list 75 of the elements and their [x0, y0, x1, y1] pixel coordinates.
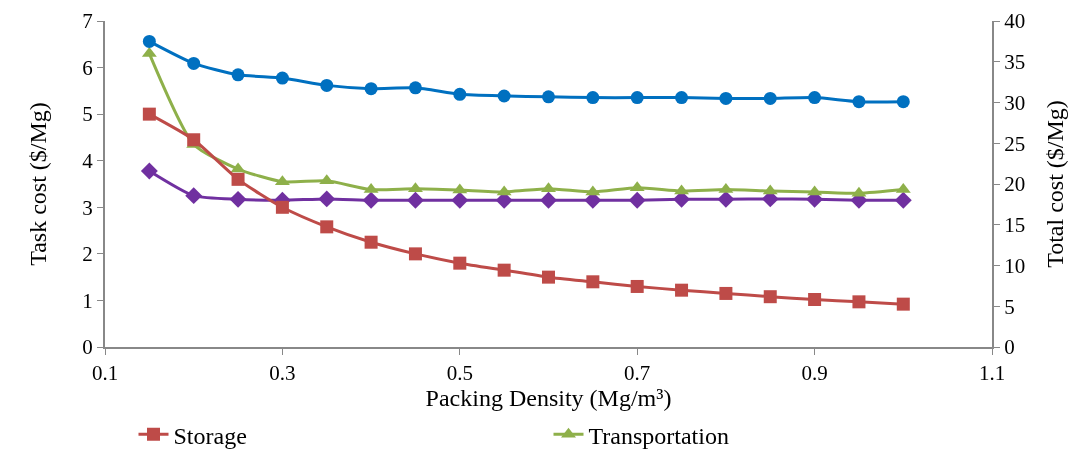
y2-tick-label: 40 [1004, 9, 1026, 34]
y-tick-label: 7 [82, 9, 93, 34]
point [140, 162, 158, 180]
point [852, 295, 866, 309]
legend-label: Storage [173, 422, 247, 449]
point [852, 95, 866, 109]
y-tick-label: 5 [82, 102, 93, 127]
y2-tick-label: 5 [1004, 294, 1015, 319]
y-tick-label: 1 [82, 288, 93, 313]
point [231, 68, 245, 82]
point [540, 191, 557, 209]
point [364, 235, 378, 249]
point [231, 172, 245, 186]
point [185, 187, 203, 205]
point [808, 91, 822, 105]
point [628, 191, 646, 209]
point [453, 256, 467, 270]
point [275, 200, 289, 214]
y-tick-label: 3 [82, 195, 93, 220]
y2-tick-label: 35 [1004, 50, 1026, 75]
y2-tick-label: 30 [1004, 90, 1026, 115]
y2-tick-label: 15 [1004, 213, 1026, 238]
point [675, 91, 689, 105]
x-tick-label: 0.7 [624, 361, 651, 386]
point [318, 190, 336, 208]
y-tick-label: 2 [82, 242, 93, 267]
point [763, 290, 777, 304]
point [275, 71, 289, 85]
point [719, 91, 733, 105]
x-tick-label: 0.1 [91, 361, 119, 386]
point [187, 56, 201, 70]
y2-tick-label: 0 [1004, 335, 1015, 360]
y2-tick-label: 20 [1004, 172, 1026, 197]
point [542, 270, 555, 284]
x-tick-label: 0.3 [269, 361, 296, 386]
point [763, 91, 777, 105]
y2-tick-label: 10 [1004, 253, 1026, 278]
y-tick-label: 4 [82, 149, 94, 174]
point [451, 191, 469, 209]
point [896, 297, 910, 311]
point [408, 247, 422, 261]
y2-axis-title: Total cost ($/Mg) [1042, 100, 1068, 268]
point [320, 78, 334, 92]
point [320, 220, 334, 234]
point [719, 286, 733, 300]
point [142, 107, 156, 121]
x-tick-label: 1.1 [978, 361, 1006, 386]
point [630, 91, 644, 105]
point [453, 87, 467, 101]
x-tick-label: 0.5 [446, 361, 473, 386]
point [408, 81, 422, 95]
point [717, 190, 735, 208]
point [229, 190, 247, 208]
y2-tick-label: 25 [1004, 131, 1026, 156]
y-tick-label: 0 [82, 335, 93, 360]
point [630, 279, 644, 293]
point [675, 283, 689, 297]
point [142, 34, 156, 48]
point [542, 90, 555, 104]
point [364, 82, 378, 96]
x-axis-title: Packing Density (Mg/m³) [425, 385, 672, 412]
point [497, 263, 511, 277]
point [407, 191, 424, 209]
y-axis-title: Task cost ($/Mg) [25, 102, 51, 266]
point [362, 191, 380, 209]
x-tick-label: 0.9 [801, 361, 828, 386]
point [894, 191, 912, 209]
legend-label: Transportation [588, 422, 729, 449]
point [497, 89, 511, 103]
y-tick-label: 6 [82, 55, 93, 80]
point [586, 91, 600, 105]
point [187, 133, 201, 147]
point [808, 293, 822, 306]
point [896, 95, 910, 109]
point [586, 275, 600, 289]
